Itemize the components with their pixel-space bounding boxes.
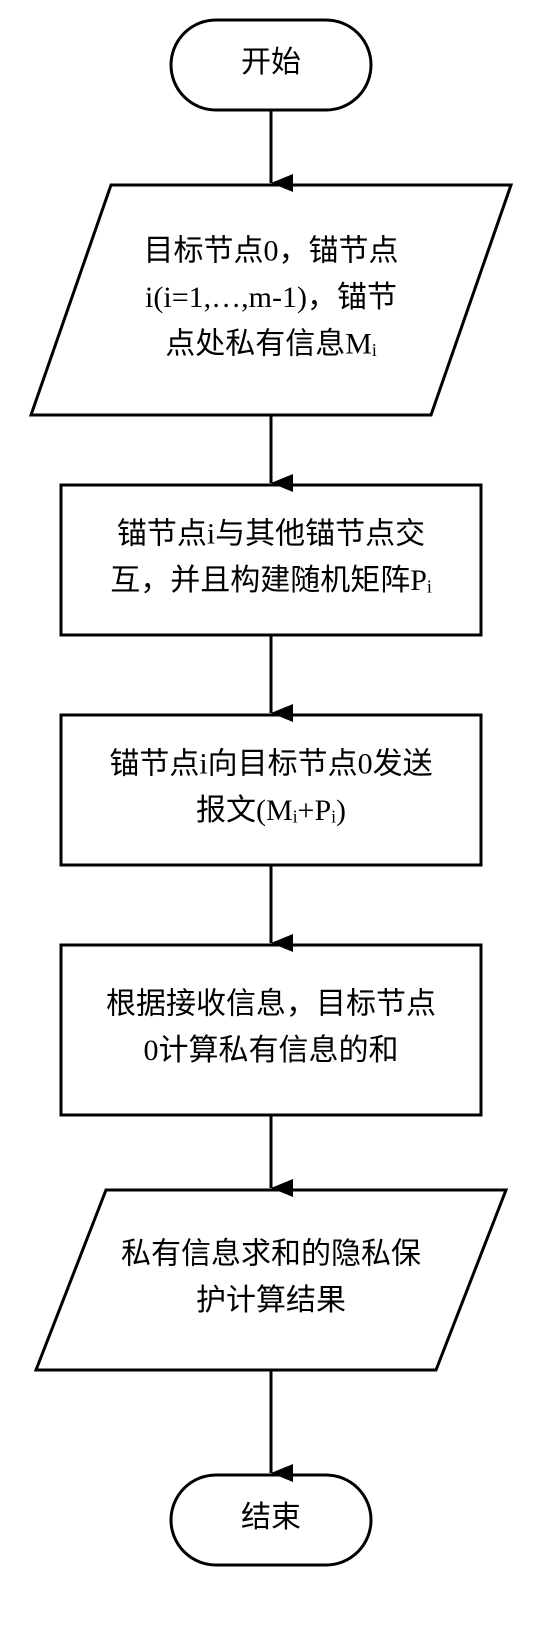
node-input-label-line-0: 目标节点0，锚节点: [144, 234, 399, 267]
node-p1-label-line-1: 互，并且构建随机矩阵Pᵢ: [110, 564, 432, 597]
node-p2-label-line-0: 锚节点i向目标节点0发送: [109, 748, 432, 781]
node-p2: 锚节点i向目标节点0发送报文(Mᵢ+Pᵢ): [61, 715, 481, 865]
node-input-label-line-1: i(i=1,…,m-1)，锚节: [145, 281, 397, 314]
node-p3-label-line-1: 0计算私有信息的和: [144, 1034, 399, 1067]
node-output-label-line-1: 护计算结果: [196, 1284, 346, 1317]
node-end-label-line-0: 结束: [241, 1501, 301, 1534]
flowchart-canvas: 开始目标节点0，锚节点 i(i=1,…,m-1)，锚节点处私有信息Mᵢ 锚节点i与其…: [0, 0, 542, 1625]
node-start-label-line-0: 开始: [241, 46, 301, 79]
node-input-label-line-2: 点处私有信息Mᵢ: [165, 327, 377, 360]
node-input: 目标节点0，锚节点 i(i=1,…,m-1)，锚节点处私有信息Mᵢ: [31, 185, 511, 415]
node-p1: 锚节点i与其他锚节点交互，并且构建随机矩阵Pᵢ: [61, 485, 481, 635]
node-end: 结束: [171, 1475, 371, 1565]
node-p3-label-line-0: 根据接收信息，目标节点: [106, 988, 436, 1021]
node-output-label-line-0: 私有信息求和的隐私保: [121, 1238, 421, 1271]
node-p1-label-line-0: 锚节点i与其他锚节点交: [117, 518, 425, 551]
node-p2-label-line-1: 报文(Mᵢ+Pᵢ): [196, 794, 346, 827]
node-p3: 根据接收信息，目标节点 0计算私有信息的和: [61, 945, 481, 1115]
node-start: 开始: [171, 20, 371, 110]
node-output: 私有信息求和的隐私保护计算结果: [36, 1190, 506, 1370]
